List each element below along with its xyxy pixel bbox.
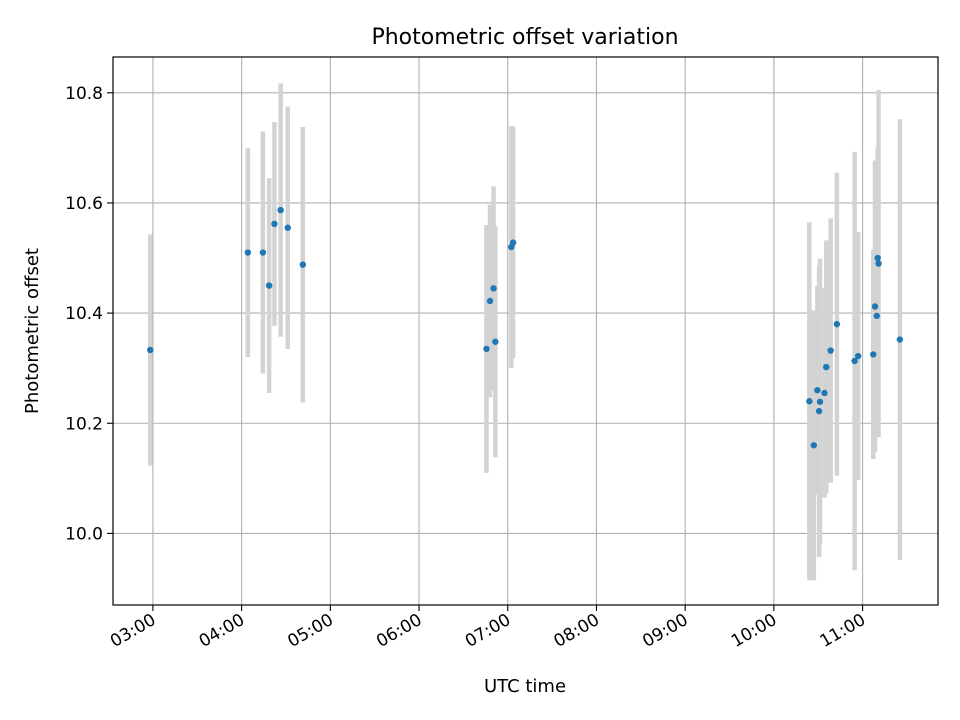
data-point xyxy=(896,336,904,343)
data-point xyxy=(490,285,497,292)
data-point xyxy=(814,387,821,394)
data-point xyxy=(874,254,881,262)
data-point xyxy=(815,407,823,415)
y-tick-label: 10.0 xyxy=(65,524,103,544)
data-point xyxy=(851,357,858,365)
data-point xyxy=(277,206,284,214)
data-point xyxy=(265,282,273,289)
plot-frame xyxy=(112,56,939,606)
data-point xyxy=(833,320,841,328)
y-tick-label: 10.8 xyxy=(65,84,103,104)
data-point xyxy=(870,351,877,358)
data-point xyxy=(509,239,517,246)
grid-lines xyxy=(113,57,938,605)
data-point xyxy=(284,224,291,231)
x-axis-label: UTC time xyxy=(484,676,566,697)
data-point xyxy=(244,249,252,256)
data-point xyxy=(823,363,830,371)
y-tick-label: 10.4 xyxy=(65,304,103,324)
data-point xyxy=(875,260,882,267)
data-point xyxy=(873,312,880,320)
y-tick-label: 10.2 xyxy=(65,414,103,434)
data-point xyxy=(871,303,879,310)
data-point xyxy=(827,347,834,354)
data-point xyxy=(483,345,490,353)
chart-title: Photometric offset variation xyxy=(371,25,678,50)
data-point xyxy=(821,389,828,397)
y-tick-label: 10.6 xyxy=(65,194,103,214)
data-point xyxy=(816,398,824,405)
y-axis-label: Photometric offset xyxy=(22,248,43,414)
data-point xyxy=(854,352,862,360)
data-point xyxy=(271,220,278,228)
data-point xyxy=(810,442,818,449)
data-point xyxy=(492,338,499,345)
data-point xyxy=(147,346,154,354)
data-point xyxy=(299,261,307,268)
data-points xyxy=(147,206,904,449)
data-point xyxy=(486,297,494,305)
data-point xyxy=(806,398,813,405)
data-point xyxy=(259,249,267,256)
